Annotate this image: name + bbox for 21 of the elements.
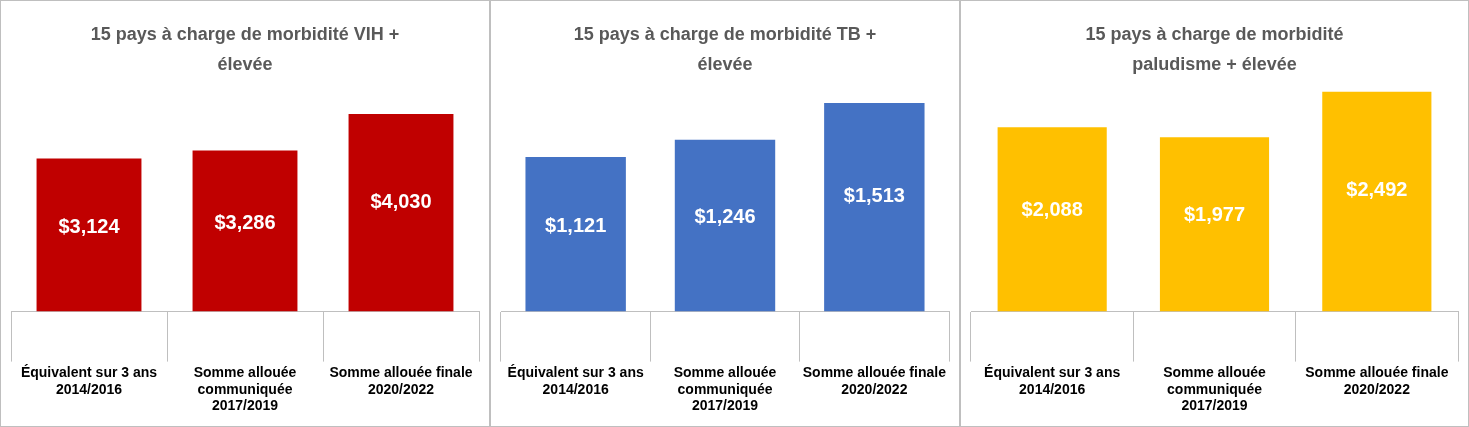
chart-title: 15 pays à charge de morbidité paludisme + élevée [1084, 23, 1345, 76]
data-label: $4,030 [370, 190, 432, 213]
x-tick-label: Équivalent sur 3 ans 2014/2016 [507, 363, 644, 397]
data-label: $1,513 [843, 184, 905, 207]
chart-title: 15 pays à charge de morbidité TB + élevée [572, 23, 878, 76]
x-tick-label: Somme allouée communiquée 2017/2019 [1163, 363, 1267, 414]
x-tick-label: Somme allouée finale 2020/2022 [329, 363, 473, 397]
data-label: $2,088 [1021, 197, 1083, 220]
data-label: $1,246 [694, 204, 756, 227]
data-label: $1,977 [1183, 203, 1246, 226]
x-tick-label: Somme allouée communiquée 2017/2019 [193, 363, 297, 414]
x-tick-label: Somme allouée finale 2020/2022 [802, 363, 947, 397]
data-label: $3,124 [58, 214, 121, 237]
data-label: $3,286 [214, 210, 276, 233]
chart-title: 15 pays à charge de morbidité VIH + élevée [89, 23, 401, 76]
x-tick-label: Équivalent sur 3 ans 2014/2016 [20, 363, 158, 397]
data-label: $2,492 [1346, 178, 1408, 201]
x-tick-label: Équivalent sur 3 ans 2014/2016 [984, 363, 1121, 397]
data-label: $1,121 [545, 214, 607, 237]
x-tick-label: Somme allouée communiquée 2017/2019 [673, 363, 777, 414]
x-tick-label: Somme allouée finale 2020/2022 [1305, 363, 1449, 397]
